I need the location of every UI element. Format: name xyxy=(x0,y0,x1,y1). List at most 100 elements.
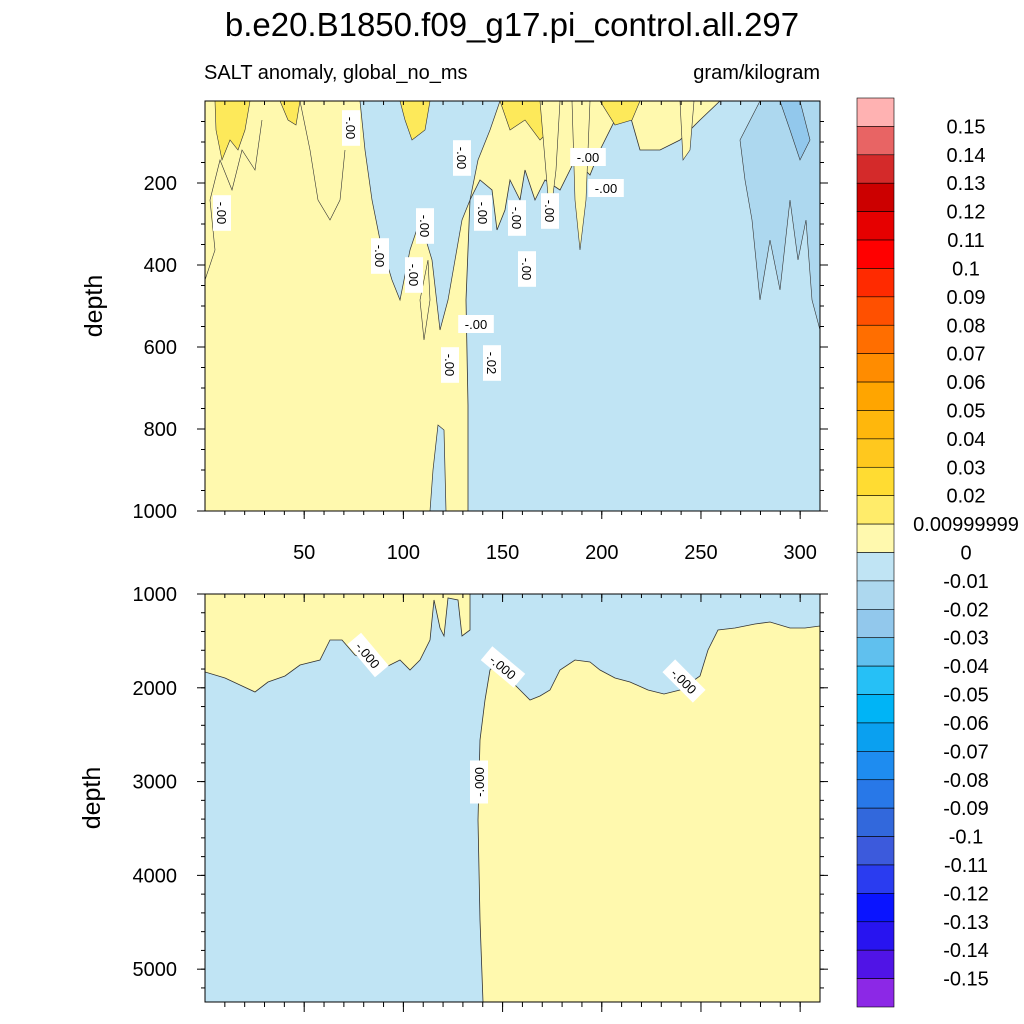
lower-y-tick-label: 1000 xyxy=(133,584,178,606)
contour-label: -.00 xyxy=(441,347,459,383)
upper-y-tick-label: 1000 xyxy=(133,501,178,523)
colorbar-label: -0.12 xyxy=(943,883,989,905)
contour-label: -.000 xyxy=(662,659,706,703)
upper-y-axis-label: depth xyxy=(80,275,108,338)
svg-text:-.00: -.00 xyxy=(214,202,229,224)
colorbar-label: 0 xyxy=(960,543,971,565)
contour-label: -.00 xyxy=(453,140,471,176)
colorbar-box xyxy=(856,381,895,411)
svg-text:-.000: -.000 xyxy=(472,767,487,797)
svg-text:-.00: -.00 xyxy=(372,245,387,267)
colorbar-label: -0.07 xyxy=(943,741,989,763)
svg-text:-.00: -.00 xyxy=(519,258,534,280)
colorbar-box xyxy=(856,779,895,809)
svg-text:-.00: -.00 xyxy=(509,207,524,229)
colorbar-label: 0.11 xyxy=(947,230,984,252)
svg-text:-.00: -.00 xyxy=(417,215,432,237)
colorbar-box xyxy=(856,353,895,383)
colorbar-box xyxy=(856,580,895,610)
contour-label: -.00 xyxy=(518,251,536,287)
colorbar-label: -0.1 xyxy=(949,827,983,849)
colorbar-box xyxy=(856,665,895,695)
colorbar-label: 0.06 xyxy=(947,372,986,394)
svg-text:-.00: -.00 xyxy=(343,117,358,139)
contour-label: -.02 xyxy=(483,345,501,381)
upper-x-tick-label: 200 xyxy=(585,542,618,564)
contour-label: -.00 xyxy=(458,315,494,333)
svg-text:-.00: -.00 xyxy=(577,150,599,165)
upper-y-tick-label: 800 xyxy=(144,419,177,441)
svg-text:-.00: -.00 xyxy=(465,317,487,332)
colorbar-label: 0.09 xyxy=(947,287,986,309)
svg-text:-.00: -.00 xyxy=(475,202,490,224)
left-subtitle: SALT anomaly, global_no_ms xyxy=(204,62,468,84)
contour-labels: -.00 -.00 -.00 -.00 -.00 -.00 -.00 -.00 -.00 -.00… xyxy=(213,110,706,804)
colorbar-box xyxy=(856,552,895,582)
contour-label: -.00 xyxy=(371,238,389,274)
colorbar-label: -0.15 xyxy=(943,969,989,991)
colorbar-box xyxy=(856,921,895,951)
colorbar-box xyxy=(856,410,895,440)
colorbar-box xyxy=(856,978,895,1008)
lower-panel: 1000 2000 3000 4000 5000 xyxy=(133,584,828,1012)
contour-label: -.00 xyxy=(405,257,423,293)
colorbar-label: 0.04 xyxy=(947,429,986,451)
contour-label: -.00 xyxy=(474,195,492,231)
colorbar-box xyxy=(856,893,895,923)
lower-contour-fill xyxy=(205,594,820,1002)
colorbar-box xyxy=(856,182,895,212)
lower-y-axis-label: depth xyxy=(78,767,106,830)
colorbar-box xyxy=(856,97,895,127)
colorbar-label: -0.05 xyxy=(943,685,989,707)
lower-y-tick-label: 5000 xyxy=(133,959,178,981)
colorbar: 0.15 0.14 0.13 0.12 0.11 0.1 0.09 0.08 0.07 0.06 0… xyxy=(856,97,1019,1008)
upper-y-tick-label: 600 xyxy=(144,337,177,359)
svg-text:-.00: -.00 xyxy=(442,354,457,376)
upper-x-tick-label: 250 xyxy=(684,542,717,564)
colorbar-label: -0.06 xyxy=(943,713,989,735)
figure-title: b.e20.B1850.f09_g17.pi_control.all.297 xyxy=(224,6,800,43)
lower-y-tick-label: 2000 xyxy=(133,678,178,700)
svg-text:-.02: -.02 xyxy=(484,352,499,374)
colorbar-label: 0.03 xyxy=(947,457,986,479)
colorbar-label: 0.05 xyxy=(947,400,986,422)
colorbar-box xyxy=(856,268,895,298)
colorbar-label: 0.07 xyxy=(947,344,986,366)
upper-contour-fill xyxy=(205,101,820,511)
colorbar-box xyxy=(856,807,895,837)
svg-text:-.00: -.00 xyxy=(454,147,469,169)
colorbar-label: -0.14 xyxy=(943,940,989,962)
colorbar-label: -0.02 xyxy=(943,599,989,621)
lower-y-tick-label: 3000 xyxy=(133,772,178,794)
upper-y-tick-label: 400 xyxy=(144,255,177,277)
colorbar-box xyxy=(856,694,895,724)
lower-y-tick-label: 4000 xyxy=(133,865,178,887)
colorbar-label: -0.03 xyxy=(943,628,989,650)
upper-axis-ticks: 50 100 150 200 250 300 200 400 600 800 1000 xyxy=(133,101,828,564)
colorbar-box xyxy=(856,126,895,156)
colorbar-label: 0.00999999 xyxy=(913,514,1019,536)
svg-text:-.00: -.00 xyxy=(595,181,617,196)
colorbar-label: 0.02 xyxy=(947,486,986,508)
svg-text:-.00: -.00 xyxy=(542,200,557,222)
colorbar-label: -0.08 xyxy=(943,770,989,792)
contour-label: -.00 xyxy=(342,110,360,146)
colorbar-box xyxy=(856,495,895,525)
colorbar-box xyxy=(856,864,895,894)
upper-x-tick-label: 150 xyxy=(486,542,519,564)
colorbar-box xyxy=(856,211,895,241)
contour-label: -.00 xyxy=(541,193,559,229)
colorbar-label: 0.14 xyxy=(947,145,986,167)
colorbar-label: 0.1 xyxy=(952,258,980,280)
colorbar-box xyxy=(856,296,895,326)
colorbar-box xyxy=(856,637,895,667)
contour-label: -.00 xyxy=(508,200,526,236)
contour-label: -.00 xyxy=(588,179,624,197)
colorbar-label: 0.08 xyxy=(947,315,986,337)
colorbar-box xyxy=(856,722,895,752)
upper-y-tick-label: 200 xyxy=(144,173,177,195)
upper-x-tick-label: 50 xyxy=(293,542,315,564)
colorbar-box xyxy=(856,751,895,781)
colorbar-label: -0.09 xyxy=(943,798,989,820)
